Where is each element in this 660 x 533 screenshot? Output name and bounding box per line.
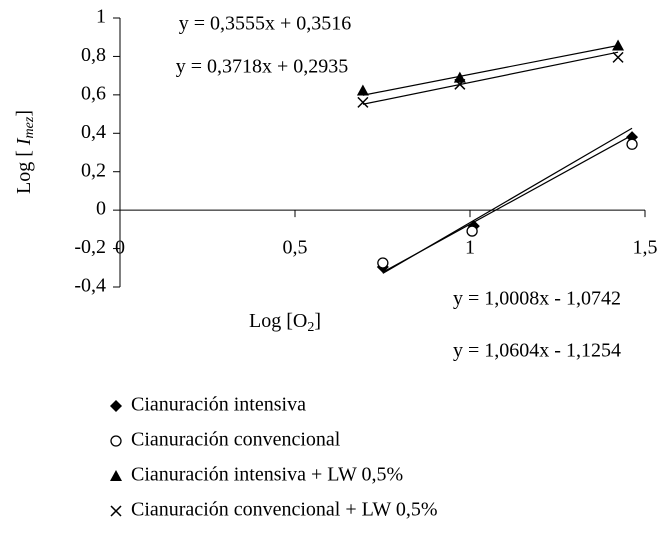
equation: y = 1,0604x - 1,1254 [453, 340, 621, 362]
x-axis-label: Log [O2] [249, 310, 321, 336]
point [357, 96, 369, 108]
legend-label: Cianuración intensiva [131, 394, 306, 416]
y-tick-label: -0,2 [74, 236, 106, 258]
point [453, 71, 466, 83]
point [626, 138, 638, 150]
point [612, 51, 624, 63]
legend-marker [110, 435, 122, 447]
equation: y = 0,3718x + 0,2935 [176, 56, 349, 78]
point [466, 225, 478, 237]
y-tick-label: -0,4 [74, 275, 106, 297]
legend-label: Cianuración intensiva + LW 0,5% [131, 464, 403, 486]
y-tick-label: 0,2 [81, 159, 106, 181]
x-tick-label: 0,5 [283, 237, 308, 259]
legend-marker [110, 400, 122, 412]
trendline [362, 44, 619, 96]
legend-label: Cianuración convencional + LW 0,5% [131, 499, 438, 521]
y-tick-label: 0 [96, 198, 106, 220]
y-tick-label: 0,6 [81, 82, 106, 104]
legend-marker [110, 470, 122, 481]
trendline [382, 127, 633, 274]
x-tick-label: 1 [465, 237, 475, 259]
point [356, 84, 369, 96]
y-tick-label: 0,8 [81, 44, 106, 66]
point [612, 39, 625, 51]
trendline [362, 51, 619, 105]
equation: y = 0,3555x + 0,3516 [179, 13, 352, 35]
x-tick-label: 0 [115, 237, 125, 259]
x-tick-label: 1,5 [633, 237, 658, 259]
y-tick-label: 1 [96, 6, 106, 28]
legend-label: Cianuración convencional [131, 429, 341, 451]
y-tick-label: 0,4 [81, 121, 106, 143]
y-axis-label: Log [ Imez] [13, 110, 38, 194]
point [377, 257, 389, 269]
point [454, 78, 466, 90]
legend-marker [110, 505, 122, 517]
equation: y = 1,0008x - 1,0742 [453, 288, 621, 310]
